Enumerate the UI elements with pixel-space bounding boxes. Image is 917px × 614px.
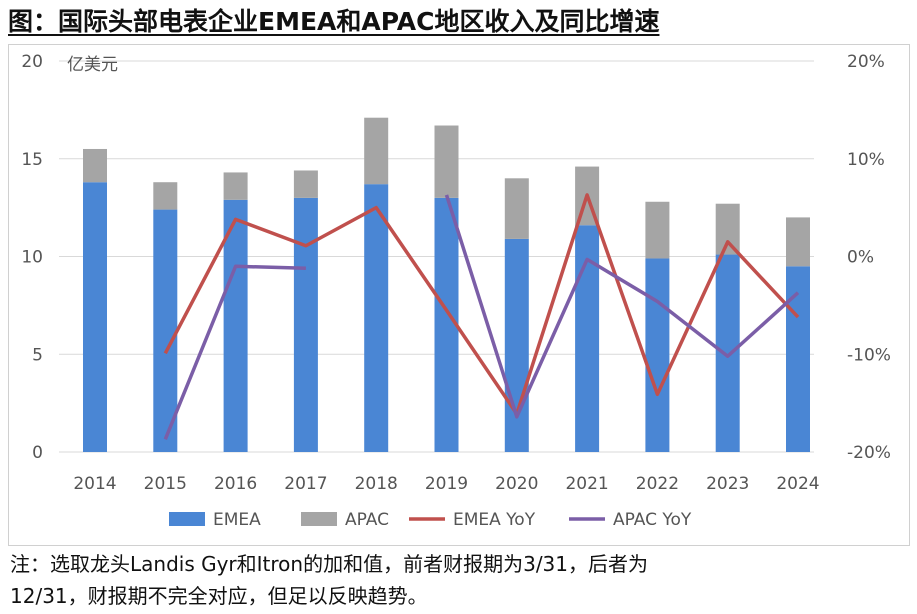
chart-area: 0 5 10 15 20 -20% -10% 0% 10% 20% 亿美元 2014 2015 2016 2…: [8, 44, 910, 546]
chart-title: 图：国际头部电表企业EMEA和APAC地区收入及同比增速: [8, 7, 660, 36]
left-tick-label: 20: [21, 52, 43, 72]
right-tick-label: -20%: [847, 443, 891, 463]
x-tick-label: 2016: [214, 474, 257, 494]
bar-emea: [364, 184, 389, 453]
combo-chart: 0 5 10 15 20 -20% -10% 0% 10% 20% 亿美元 2014 2015 2016 2…: [21, 52, 891, 530]
bar-apac: [645, 201, 670, 259]
x-tick-label: 2024: [776, 474, 819, 494]
right-tick-label: 10%: [847, 150, 885, 170]
legend-label: APAC YoY: [613, 510, 692, 530]
right-tick-label: -10%: [847, 345, 891, 365]
bar-emea: [153, 209, 178, 452]
legend-swatch: [301, 512, 337, 526]
x-tick-label: 2022: [636, 474, 679, 494]
legend-label: APAC: [345, 510, 389, 530]
left-tick-label: 15: [21, 150, 43, 170]
bar-apac: [504, 178, 529, 239]
x-tick-label: 2018: [355, 474, 398, 494]
bar-emea: [293, 197, 318, 452]
bar-apac: [83, 148, 107, 183]
bar-apac: [364, 117, 389, 185]
line-emea-yoy: [163, 193, 800, 416]
legend-label: EMEA YoY: [453, 510, 536, 530]
bar-emea: [223, 199, 248, 452]
left-tick-label: 0: [32, 443, 43, 463]
x-tick-label: 2020: [495, 474, 538, 494]
bar-emea: [83, 182, 107, 452]
bar-emea: [504, 238, 529, 452]
bar-emea: [645, 258, 670, 452]
left-tick-label: 10: [21, 248, 43, 268]
note-line-1: 注：选取龙头Landis Gyr和Itron的加和值，前者财报期为3/31，后者…: [10, 552, 649, 576]
bar-emea: [786, 266, 810, 452]
bar-emea: [715, 254, 740, 452]
bar-apac: [715, 203, 740, 255]
bar-apac: [293, 170, 318, 198]
x-tick-label: 2014: [73, 474, 116, 494]
x-tick-label: 2017: [284, 474, 327, 494]
x-tick-label: 2019: [425, 474, 468, 494]
note-line-2: 12/31，财报期不完全对应，但足以反映趋势。: [10, 584, 428, 608]
left-tick-label: 5: [32, 345, 43, 365]
legend-swatch: [169, 512, 205, 526]
bar-apac: [223, 172, 248, 200]
bar-apac: [153, 182, 178, 210]
line-apac-yoy: [444, 194, 800, 419]
x-tick-label: 2023: [706, 474, 749, 494]
bar-apac: [786, 217, 810, 267]
bar-apac: [434, 125, 459, 198]
line-apac-yoy: [163, 264, 306, 440]
right-tick-label: 20%: [847, 52, 885, 72]
x-tick-label: 2015: [144, 474, 187, 494]
unit-label: 亿美元: [67, 55, 118, 75]
x-tick-label: 2021: [565, 474, 608, 494]
legend-label: EMEA: [213, 510, 261, 530]
right-tick-label: 0%: [847, 248, 874, 268]
